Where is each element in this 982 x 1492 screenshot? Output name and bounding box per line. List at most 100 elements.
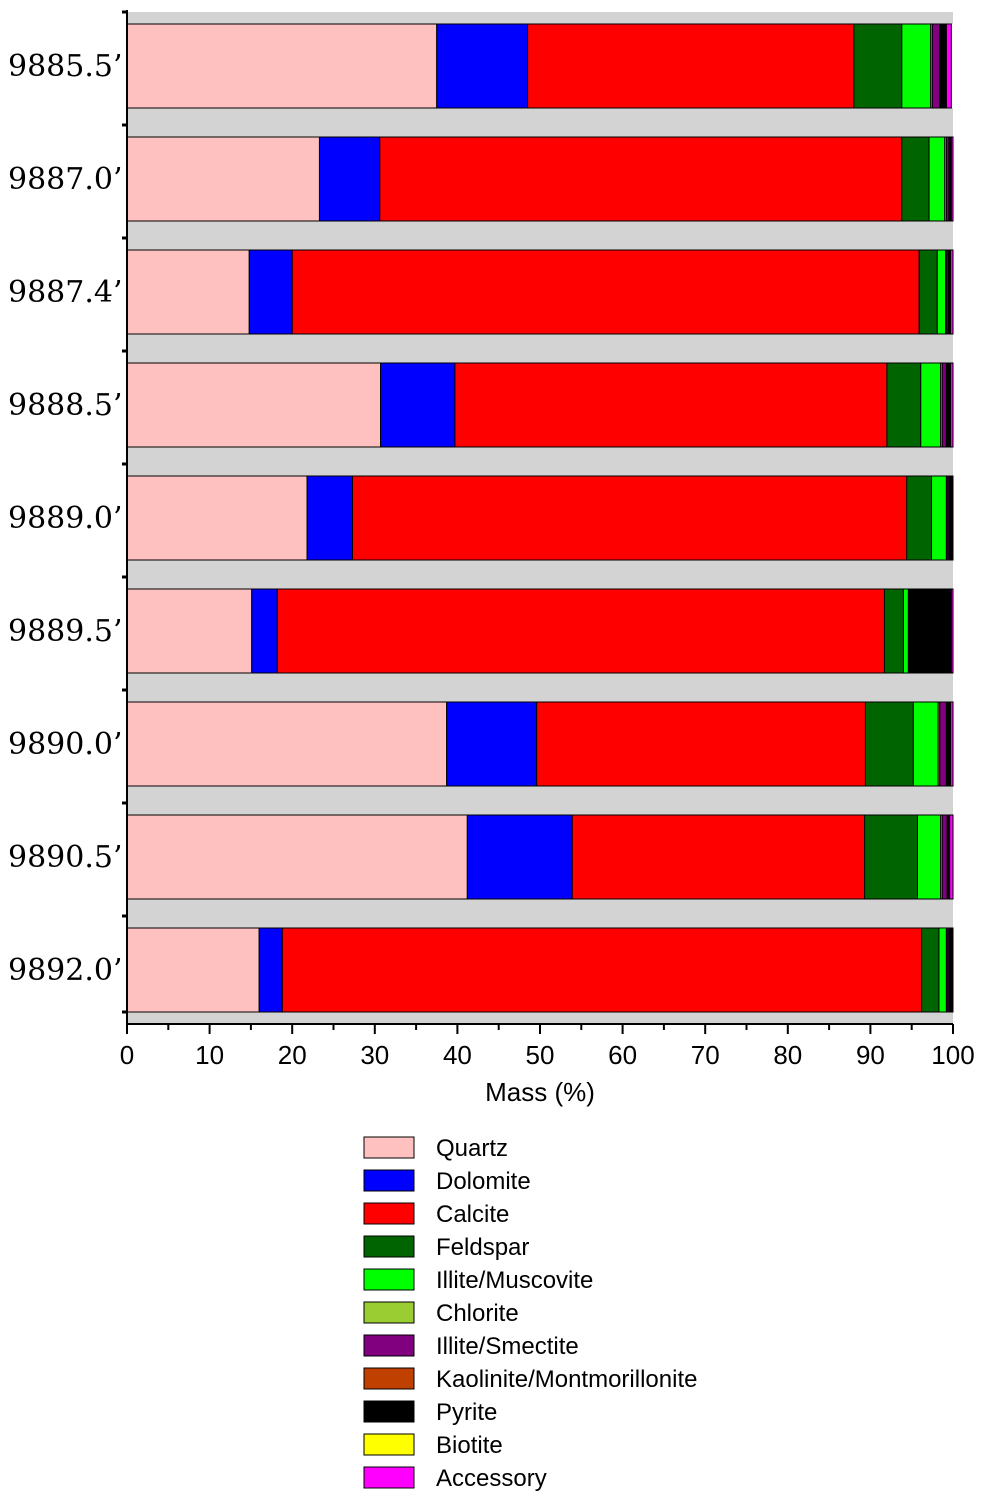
bar-segment-quartz (126, 136, 320, 222)
y-tick-label: 9890.5’ (8, 840, 123, 875)
bar-segment-illite-smectite (939, 701, 947, 787)
legend-label: Pyrite (436, 1399, 497, 1426)
legend-swatch (363, 1400, 415, 1423)
bar-segment-dolomite (446, 701, 538, 787)
bar-segment-dolomite (251, 588, 278, 674)
bar-segment-accessory (949, 814, 954, 900)
bar-segment-illite-muscovite (916, 814, 942, 900)
legend-swatch (363, 1301, 415, 1324)
x-tick-label: 20 (278, 1040, 307, 1070)
legend-label: Biotite (436, 1432, 503, 1459)
x-tick-label: 50 (526, 1040, 555, 1070)
bar-segment-illite-smectite (941, 362, 947, 448)
x-tick-label: 100 (931, 1040, 974, 1070)
bar-segment-dolomite (306, 475, 353, 561)
x-tick-label: 70 (691, 1040, 720, 1070)
bar-segment-dolomite (436, 23, 529, 109)
bar-segment-quartz (126, 927, 260, 1013)
legend-swatch (363, 1433, 415, 1456)
bar-segment-dolomite (380, 362, 456, 448)
legend-swatch (363, 1136, 415, 1159)
bar-segment-illite-muscovite (936, 249, 947, 335)
legend-swatch (363, 1367, 415, 1390)
background-band (127, 447, 953, 476)
bar-segment-pyrite (910, 588, 952, 674)
bar-segment-dolomite (318, 136, 381, 222)
bar-segment-illite-muscovite (938, 927, 947, 1013)
bar-segment-accessory (950, 701, 954, 787)
legend-label: Illite/Muscovite (436, 1267, 593, 1294)
bar-segment-dolomite (466, 814, 573, 900)
bar-segment-pyrite (940, 23, 947, 109)
y-tick-label: 9890.0’ (8, 727, 123, 762)
background-band (127, 899, 953, 928)
bar-segment-illite-muscovite (902, 588, 909, 674)
bar-segment-quartz (126, 814, 468, 900)
y-tick-label: 9889.0’ (8, 501, 123, 536)
bar-segment-illite-muscovite (931, 475, 947, 561)
y-tick-label: 9887.4’ (8, 275, 123, 310)
legend-label: Chlorite (436, 1300, 519, 1327)
legend-swatch (363, 1235, 415, 1258)
legend-swatch (363, 1466, 415, 1489)
background-band (127, 1012, 953, 1024)
bar-segments (126, 23, 954, 1013)
bar-segment-quartz (126, 588, 253, 674)
bar-segment-calcite (571, 814, 866, 900)
y-tick-label: 9892.0’ (8, 953, 123, 988)
bar-segment-feldspar (921, 927, 940, 1013)
bar-segment-illite-muscovite (920, 362, 942, 448)
bar-segment-calcite (536, 701, 866, 787)
x-axis-label: Mass (%) (485, 1077, 595, 1107)
bar-segment-dolomite (248, 249, 293, 335)
category-bands (127, 12, 953, 1024)
legend-label: Calcite (436, 1201, 509, 1228)
x-tick-label: 90 (856, 1040, 885, 1070)
x-tick-label: 80 (773, 1040, 802, 1070)
bar-segment-quartz (126, 362, 382, 448)
x-tick-label: 0 (120, 1040, 134, 1070)
background-band (127, 12, 953, 24)
y-tick-label: 9888.5’ (8, 388, 123, 423)
bar-segment-illite-smectite (941, 814, 948, 900)
bar-segment-accessory (950, 588, 954, 674)
legend-swatch (363, 1334, 415, 1357)
axes (122, 10, 954, 1034)
bar-segment-illite-muscovite (912, 701, 939, 787)
legend-swatch (363, 1268, 415, 1291)
background-band (127, 108, 953, 137)
bar-segment-accessory (950, 136, 954, 222)
legend-label: Illite/Smectite (436, 1333, 579, 1360)
background-band (127, 786, 953, 815)
bar-segment-calcite (379, 136, 903, 222)
background-band (127, 334, 953, 363)
bar-segment-feldspar (864, 701, 914, 787)
bar-segment-dolomite (258, 927, 283, 1013)
bar-segment-feldspar (901, 136, 930, 222)
background-band (127, 673, 953, 702)
bar-segment-feldspar (886, 362, 922, 448)
bar-segment-accessory (945, 23, 952, 109)
bar-segment-illite-smectite (931, 23, 941, 109)
bar-segment-calcite (291, 249, 920, 335)
bar-segment-pyrite (949, 927, 954, 1013)
bar-segment-accessory (951, 475, 954, 561)
bar-segment-calcite (454, 362, 888, 448)
background-band (127, 560, 953, 589)
x-tick-label: 60 (608, 1040, 637, 1070)
bar-segment-feldspar (918, 249, 938, 335)
bar-segment-illite-muscovite (901, 23, 932, 109)
bar-segment-calcite (276, 588, 885, 674)
x-tick-label: 40 (443, 1040, 472, 1070)
background-band (127, 221, 953, 250)
legend-label: Feldspar (436, 1234, 529, 1261)
bar-segment-illite-muscovite (928, 136, 946, 222)
bar-segment-quartz (126, 701, 448, 787)
y-tick-label: 9885.5’ (8, 49, 123, 84)
x-tick-label: 10 (195, 1040, 224, 1070)
bar-segment-feldspar (883, 588, 904, 674)
bar-segment-feldspar (906, 475, 933, 561)
bar-segment-accessory (950, 362, 954, 448)
bar-segment-quartz (126, 249, 250, 335)
